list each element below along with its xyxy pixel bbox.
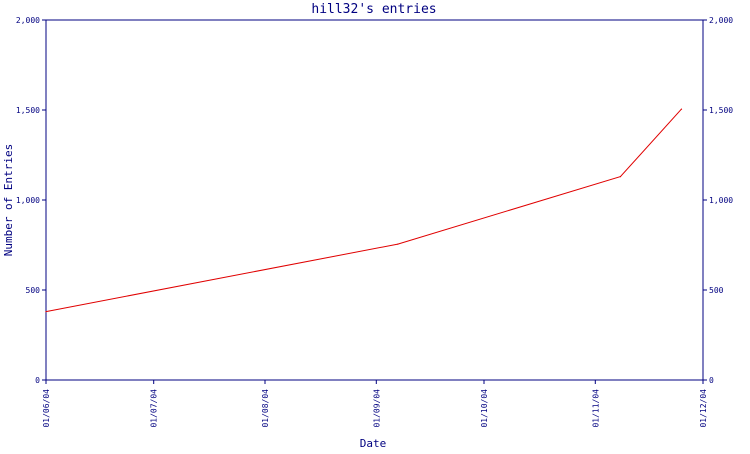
plot-frame <box>45 19 704 381</box>
x-tick-label: 01/09/04 <box>372 389 381 428</box>
y-tick-label-left: 1,500 <box>16 106 40 115</box>
y-tick-label-right: 0 <box>709 376 714 385</box>
y-tick-label-right: 1,500 <box>709 106 733 115</box>
axes <box>45 19 704 381</box>
x-tick-label: 01/07/04 <box>150 389 159 428</box>
chart-title: hill32's entries <box>311 2 436 17</box>
y-tick-label-right: 2,000 <box>709 16 733 25</box>
x-axis-title: Date <box>360 437 387 450</box>
x-tick-label: 01/10/04 <box>480 389 489 428</box>
y-tick-label-left: 0 <box>35 376 40 385</box>
x-tick-label: 01/08/04 <box>261 389 270 428</box>
series-layer <box>45 108 683 313</box>
series-line <box>45 108 682 313</box>
tick-marks <box>42 19 707 384</box>
data-point <box>680 108 683 110</box>
data-point <box>397 243 399 245</box>
data-point <box>619 176 622 178</box>
y-tick-label-right: 1,000 <box>709 196 733 205</box>
data-point <box>45 311 47 313</box>
tick-labels: 0 0 500 500 1,000 1,000 1,500 1,500 2,000 2,000 01… <box>16 16 733 428</box>
x-tick-label: 01/11/04 <box>591 389 600 428</box>
x-tick-label: 01/12/04 <box>699 389 708 428</box>
y-axis-title: Number of Entries <box>2 144 15 257</box>
x-tick-label: 01/06/04 <box>42 389 51 428</box>
y-tick-label-left: 1,000 <box>16 196 40 205</box>
y-tick-label-left: 2,000 <box>16 16 40 25</box>
y-tick-label-left: 500 <box>26 286 41 295</box>
y-tick-label-right: 500 <box>709 286 724 295</box>
